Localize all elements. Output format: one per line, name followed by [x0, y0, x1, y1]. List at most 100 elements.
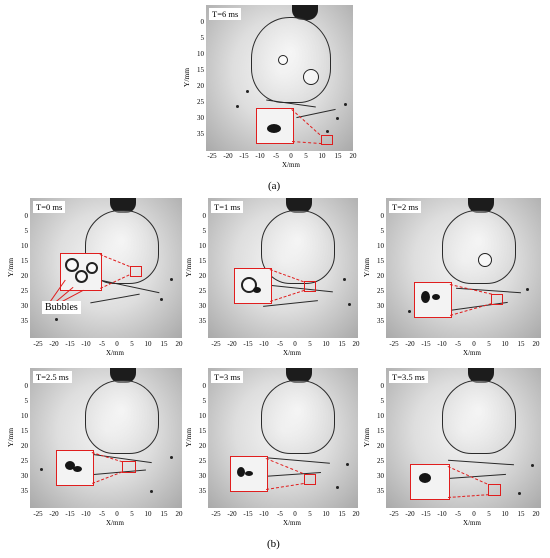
- x-tick: 10: [501, 510, 509, 518]
- droplet-magnified: [253, 287, 261, 293]
- time-label: T=2.5 ms: [33, 371, 72, 383]
- time-label: T=1 ms: [211, 201, 244, 213]
- x-tick: 20: [532, 340, 540, 348]
- x-tick: -25: [211, 340, 221, 348]
- droplet-magnified: [73, 466, 82, 472]
- y-tick: 25: [21, 457, 28, 465]
- caption-b: (b): [267, 538, 280, 550]
- y-tick: 15: [377, 257, 384, 265]
- y-tick: 5: [202, 397, 207, 405]
- x-tick: 10: [144, 510, 152, 518]
- droplet: [170, 278, 173, 281]
- y-tick: 30: [377, 472, 384, 480]
- magnified-inset: [256, 108, 294, 144]
- hole: [278, 55, 288, 65]
- y-tick: 25: [377, 457, 384, 465]
- droplet: [348, 303, 351, 306]
- y-tick: 35: [199, 487, 206, 495]
- x-tick: -20: [227, 510, 237, 518]
- x-tick: 15: [160, 340, 168, 348]
- droplet: [40, 468, 43, 471]
- x-tick: 10: [318, 152, 326, 160]
- x-tick: -5: [277, 340, 283, 348]
- x-tick: 5: [308, 510, 312, 518]
- droplet: [344, 103, 347, 106]
- spray-image: T=2 ms: [386, 198, 541, 338]
- y-tick: 0: [202, 212, 207, 220]
- spray-plume: [85, 380, 159, 454]
- spray-plume: [261, 210, 335, 284]
- y-tick: 5: [24, 397, 29, 405]
- x-tick: -15: [243, 510, 253, 518]
- x-tick: 5: [304, 152, 308, 160]
- spray-plume: [442, 210, 516, 284]
- y-tick: 5: [202, 227, 207, 235]
- x-tick: 15: [338, 510, 346, 518]
- droplet: [336, 117, 339, 120]
- zoom-line: [291, 141, 322, 145]
- zoom-box: [122, 461, 136, 473]
- x-tick: -10: [437, 340, 447, 348]
- x-tick: -15: [65, 340, 75, 348]
- spray-image: Bubbles T=0 ms: [30, 198, 182, 338]
- x-tick: -10: [259, 510, 269, 518]
- x-axis-label: X/mm: [106, 349, 124, 357]
- zoom-line: [270, 289, 305, 302]
- y-tick: 15: [199, 257, 206, 265]
- droplet-magnified: [432, 294, 440, 300]
- x-tick: 0: [115, 340, 119, 348]
- y-tick: 30: [199, 302, 206, 310]
- droplet-magnified: [419, 473, 431, 483]
- y-tick: 35: [197, 130, 204, 138]
- x-tick: -20: [49, 340, 59, 348]
- x-tick: -5: [273, 152, 279, 160]
- droplet: [343, 278, 346, 281]
- y-tick: 25: [199, 287, 206, 295]
- droplet: [170, 456, 173, 459]
- y-tick: 30: [377, 302, 384, 310]
- y-tick: 20: [377, 442, 384, 450]
- y-tick: 0: [24, 382, 29, 390]
- x-tick: 20: [349, 152, 357, 160]
- droplet: [408, 310, 411, 313]
- droplet: [526, 288, 529, 291]
- x-tick: 0: [289, 152, 293, 160]
- droplet: [160, 298, 163, 301]
- droplet: [150, 490, 153, 493]
- droplet-magnified: [421, 291, 430, 303]
- x-tick: 0: [472, 340, 476, 348]
- zoom-line: [266, 483, 304, 490]
- droplet: [236, 105, 239, 108]
- zoom-box: [321, 135, 333, 145]
- x-tick: -10: [255, 152, 265, 160]
- y-tick: 35: [377, 317, 384, 325]
- x-tick: 10: [144, 340, 152, 348]
- magnified-inset: [56, 450, 94, 486]
- x-tick: -25: [211, 510, 221, 518]
- x-tick: -25: [207, 152, 217, 160]
- y-tick: 20: [199, 442, 206, 450]
- y-tick: 0: [202, 382, 207, 390]
- magnified-inset: [230, 456, 268, 492]
- y-tick: 20: [377, 272, 384, 280]
- y-tick: 5: [200, 34, 205, 42]
- y-tick: 10: [21, 412, 28, 420]
- spray-image: T=3.5 ms: [386, 368, 541, 508]
- x-tick: 10: [501, 340, 509, 348]
- y-tick: 10: [21, 242, 28, 250]
- x-tick: -10: [437, 510, 447, 518]
- y-tick: 0: [200, 18, 205, 26]
- time-label: T=0 ms: [33, 201, 66, 213]
- y-tick: 0: [380, 382, 385, 390]
- panel-b2: T=1 ms Y/mm 0 5 10 15 20 25 30 35 -25 -2…: [184, 198, 363, 358]
- x-tick: 15: [338, 340, 346, 348]
- nozzle: [468, 368, 494, 383]
- x-tick: -15: [421, 510, 431, 518]
- panel-a: T=6 ms Y/mm 0 5 10 15 20 25 30 35 -25 -2…: [182, 5, 365, 175]
- zoom-box: [488, 484, 501, 496]
- y-tick: 15: [21, 427, 28, 435]
- y-tick: 35: [21, 487, 28, 495]
- y-tick: 0: [380, 212, 385, 220]
- nozzle: [110, 198, 136, 213]
- y-tick: 25: [199, 457, 206, 465]
